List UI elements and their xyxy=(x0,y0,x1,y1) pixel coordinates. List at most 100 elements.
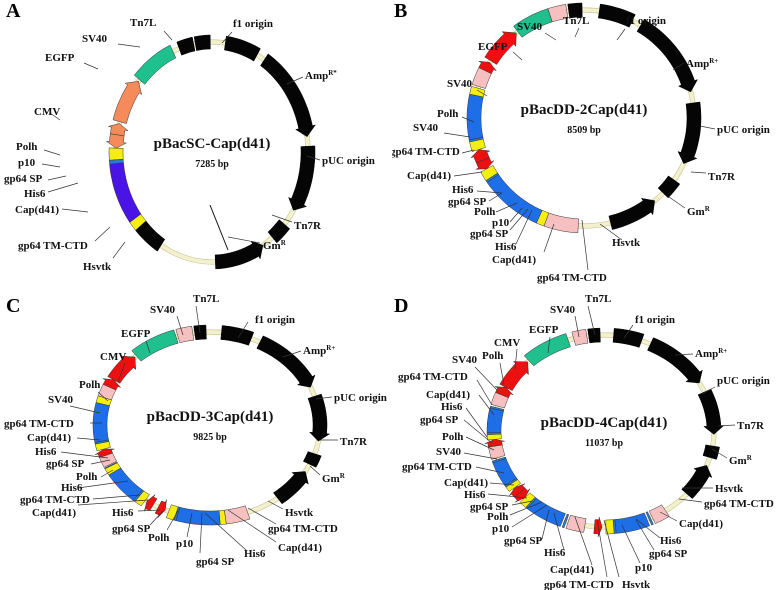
feature-tn7r xyxy=(267,219,291,244)
leader-line xyxy=(77,480,129,489)
feature-label: p10 xyxy=(492,523,510,535)
feature-puc-origin xyxy=(677,101,702,164)
leader-line xyxy=(83,62,99,70)
feature-label: His6 xyxy=(244,548,266,560)
feature-label: pUC origin xyxy=(334,392,387,404)
leader-line xyxy=(176,315,184,336)
leader-line xyxy=(509,207,523,223)
leader-line xyxy=(509,208,529,231)
leader-line xyxy=(635,519,655,551)
feature-label: Hsvtk xyxy=(83,261,112,273)
feature-label: Polh xyxy=(482,350,503,362)
feature-gmr xyxy=(608,197,655,230)
feature-label: pUC origin xyxy=(717,375,770,387)
feature-gp64-tm-ctd xyxy=(489,405,505,412)
feature-label: Tn7R xyxy=(340,436,368,448)
feature-label: gp64 SP xyxy=(46,458,84,470)
feature-polh xyxy=(470,149,490,164)
feature-label: EGFP xyxy=(529,324,559,336)
feature-sv40 xyxy=(488,444,506,460)
feature-label: Cap(d41) xyxy=(444,477,488,489)
feature-gmr xyxy=(214,240,264,270)
leader-line xyxy=(453,171,483,177)
leader-line xyxy=(309,465,321,476)
leader-line xyxy=(315,396,333,400)
feature-label: gp64 SP xyxy=(470,228,508,240)
feature-label: gp64 TM-CTD xyxy=(544,579,614,590)
panel-letter-c: C xyxy=(6,295,21,317)
leader-line xyxy=(476,379,493,406)
feature-sv40 xyxy=(176,36,196,56)
leader-line xyxy=(581,219,589,271)
feature-tn7l xyxy=(567,2,583,19)
feature-cmv xyxy=(107,355,136,384)
panel-d-pbacdd4-map: D Tn7L SV40 f1 origin EGFP CMV AmpR+ SV40 Polh g… xyxy=(392,295,784,590)
feature-label: gp64 TM-CTD xyxy=(392,146,460,158)
leader-line xyxy=(465,436,495,451)
feature-label: f1 origin xyxy=(635,314,675,326)
feature-gmr xyxy=(681,465,713,499)
feature-label: Cap(d41) xyxy=(278,542,322,554)
leader-line xyxy=(672,62,685,71)
leader-line xyxy=(237,321,249,339)
feature-polh xyxy=(108,123,129,137)
leader-line xyxy=(90,459,111,465)
feature-his6 xyxy=(645,511,654,526)
feature-egfp xyxy=(131,329,179,362)
leader-line xyxy=(474,366,498,391)
leader-line xyxy=(267,500,284,510)
leader-line xyxy=(306,155,321,161)
feature-label: Cap(d41) xyxy=(550,564,594,576)
feature-label: Cap(d41) xyxy=(679,518,723,530)
plasmid-name: pBacDD-4Cap(d41) xyxy=(541,415,668,431)
leader-line xyxy=(699,125,716,130)
leader-line xyxy=(690,171,707,174)
leader-line xyxy=(49,112,61,121)
leader-line xyxy=(92,494,141,500)
feature-label: Polh xyxy=(437,108,458,120)
feature-label: Polh xyxy=(16,141,37,153)
feature-label: His6 xyxy=(544,547,566,559)
feature-hsvtk xyxy=(224,505,251,525)
feature-label: p10 xyxy=(492,217,510,229)
feature-polh xyxy=(478,60,497,75)
feature-label: SV40 xyxy=(452,354,478,366)
leader-line xyxy=(117,362,126,383)
feature-label: EGFP xyxy=(478,41,508,53)
leader-line xyxy=(227,236,261,244)
leader-line xyxy=(227,509,277,543)
feature-his6 xyxy=(104,461,118,470)
leader-line xyxy=(47,175,67,181)
feature-label: SV40 xyxy=(550,304,576,316)
feature-label: Cap(d41) xyxy=(32,507,76,519)
feature-label: Polh xyxy=(76,471,97,483)
leader-line xyxy=(100,469,114,478)
feature-label: GmR xyxy=(687,205,711,218)
feature-gp64-sp xyxy=(165,504,179,521)
feature-label: gp64 SP xyxy=(4,173,42,185)
feature-label: gp64 TM-CTD xyxy=(398,371,468,383)
leader-line xyxy=(547,336,551,354)
leader-line xyxy=(623,324,634,339)
feature-label: p10 xyxy=(635,562,653,574)
plasmid-size: 11037 bp xyxy=(585,438,624,449)
feature-gp64-sp xyxy=(519,492,536,508)
leader-line xyxy=(596,518,608,578)
feature-label: Cap(d41) xyxy=(27,432,71,444)
feature-sv40 xyxy=(547,4,569,23)
leader-line xyxy=(488,192,503,202)
feature-label: Tn7L xyxy=(193,295,219,305)
feature-label: gp64 TM-CTD xyxy=(18,240,88,252)
feature-label: Tn7R xyxy=(294,220,322,232)
feature-label: Cap(d41) xyxy=(492,254,536,266)
feature-label: f1 origin xyxy=(233,18,273,30)
feature-puc-origin xyxy=(307,393,331,442)
leader-line xyxy=(166,510,179,531)
feature-label: GmR xyxy=(729,454,753,467)
panel-b-pbacdd2-map: B Tn7L f1 origin SV40 EGFP AmpR+ SV40 Polh SV40… xyxy=(392,0,784,295)
leader-line xyxy=(499,362,505,386)
feature-label: Polh xyxy=(474,206,495,218)
feature-label: His6 xyxy=(495,241,517,253)
feature-gp64-sp xyxy=(480,165,498,181)
